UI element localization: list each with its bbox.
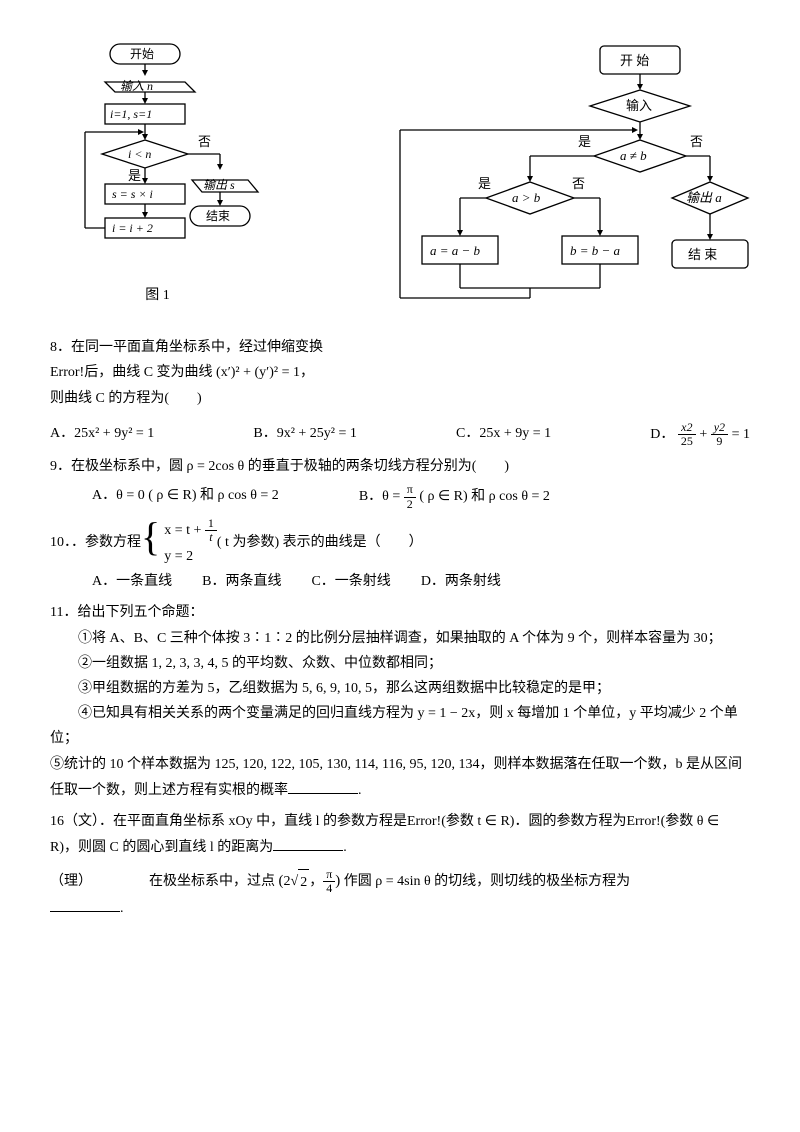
- svg-text:i = i + 2: i = i + 2: [112, 221, 153, 235]
- q8-line1: 8．在同一平面直角坐标系中，经过伸缩变换: [50, 335, 750, 360]
- q9-b-pre: B．θ =: [359, 489, 400, 504]
- q8-d-den2: 9: [711, 435, 728, 448]
- svg-text:否: 否: [198, 134, 211, 149]
- svg-text:i=1, s=1: i=1, s=1: [110, 107, 152, 121]
- fc1-start-text: 开始: [130, 47, 154, 61]
- q16li-frac: π4: [323, 868, 335, 895]
- figure-row: 开始 输入 n i=1, s=1 i < n 否 是 输出 s: [50, 40, 750, 329]
- svg-text:a > b: a > b: [512, 190, 541, 205]
- q9-b-den: 2: [404, 498, 416, 511]
- q8-d-frac1: x225: [678, 421, 696, 448]
- q10-options: A．一条直线 B．两条直线 C．一条射线 D．两条射线: [50, 569, 750, 594]
- q9-b-post: ( ρ ∈ R) 和 ρ cos θ = 2: [419, 489, 550, 504]
- svg-text:i < n: i < n: [128, 147, 151, 161]
- q11-p4: ④已知具有相关关系的两个变量满足的回归直线方程为 y = 1 − 2x，则 x …: [50, 701, 750, 751]
- question-16-li: （理） 在极坐标系中，过点 (2√2，π4) 作圆 ρ = 4sin θ 的切线…: [50, 868, 750, 921]
- svg-text:结 束: 结 束: [688, 247, 717, 262]
- q16li-pt-den: 4: [323, 882, 335, 895]
- q10-frac-num: 1: [205, 517, 217, 531]
- q8-d-num1: x2: [678, 421, 696, 435]
- q16li-label: （理）: [50, 874, 92, 889]
- svg-text:a = a − b: a = a − b: [430, 243, 481, 258]
- flowchart-left-container: 开始 输入 n i=1, s=1 i < n 否 是 输出 s: [50, 40, 265, 308]
- q8-opt-c: C．25x + 9y = 1: [456, 421, 551, 448]
- q10-sys-line2: y = 2: [164, 544, 217, 569]
- q11-blank: [288, 777, 358, 794]
- svg-text:输入 n: 输入 n: [120, 79, 153, 93]
- q9-stem: 9．在极坐标系中，圆 ρ = 2cos θ 的垂直于极轴的两条切线方程分别为( …: [50, 454, 750, 479]
- q11-p3: ③甲组数据的方差为 5，乙组数据为 5, 6, 9, 10, 5，那么这两组数据…: [50, 676, 750, 701]
- q8-line2: Error!后，曲线 C 变为曲线 (x′)² + (y′)² = 1，: [50, 360, 750, 385]
- q16li-pt-pre: 2: [284, 874, 291, 889]
- q11-p1: ①将 A、B、C 三种个体按 3∶1∶2 的比例分层抽样调查，如果抽取的 A 个…: [50, 626, 750, 651]
- q11-p5-b: .: [358, 783, 362, 798]
- q10-opt-d: D．两条射线: [421, 569, 501, 594]
- q16li-c: .: [120, 901, 124, 916]
- q16li-pt-num: π: [323, 868, 335, 882]
- q10-opt-c: C．一条射线: [311, 569, 390, 594]
- q9-opt-a: A．θ = 0 ( ρ ∈ R) 和 ρ cos θ = 2: [92, 483, 279, 510]
- svg-text:s = s × i: s = s × i: [112, 187, 153, 201]
- q9-opt-b: B．θ = π2 ( ρ ∈ R) 和 ρ cos θ = 2: [359, 483, 550, 510]
- q10-pre: 10．．参数方程: [50, 530, 141, 555]
- svg-text:结束: 结束: [206, 209, 230, 223]
- svg-text:是: 是: [128, 168, 141, 183]
- q8-d-frac2: y29: [711, 421, 728, 448]
- q9-b-num: π: [404, 483, 416, 497]
- q10-opt-a: A．一条直线: [92, 569, 172, 594]
- q8-line3: 则曲线 C 的方程为( ): [50, 386, 750, 411]
- q11-p5-a: ⑤统计的 10 个样本数据为 125, 120, 122, 105, 130, …: [50, 757, 742, 798]
- q10-opt-b: B．两条直线: [202, 569, 281, 594]
- flowchart-right: 开 始 输入 a ≠ b 是 否 输出 a 结 束 a > b 是 否: [390, 40, 750, 329]
- svg-text:b = b − a: b = b − a: [570, 243, 621, 258]
- q9-options: A．θ = 0 ( ρ ∈ R) 和 ρ cos θ = 2 B．θ = π2 …: [50, 483, 750, 510]
- svg-text:是: 是: [478, 176, 491, 191]
- q10-l1-right: ( t 为参数) 表示的曲线是（ ）: [217, 530, 423, 555]
- svg-text:输入: 输入: [626, 98, 652, 113]
- q16li-comma: ，: [309, 874, 323, 889]
- q16li-root: 2: [298, 869, 309, 895]
- question-8: 8．在同一平面直角坐标系中，经过伸缩变换 Error!后，曲线 C 变为曲线 (…: [50, 335, 750, 448]
- q8-options: A．25x² + 9y² = 1 B．9x² + 25y² = 1 C．25x …: [50, 421, 750, 448]
- q10-system: { x = t + 1t y = 2: [141, 517, 217, 570]
- q8-d-num2: y2: [711, 421, 728, 435]
- figure-1-caption: 图 1: [50, 283, 265, 308]
- svg-text:a ≠ b: a ≠ b: [620, 148, 647, 163]
- q16wen-b: .: [343, 840, 347, 855]
- q16li-stem-b: 作圆 ρ = 4sin θ 的切线，则切线的极坐标方程为: [344, 874, 630, 889]
- question-10: 10．．参数方程 { x = t + 1t y = 2 ( t 为参数) 表示的…: [50, 517, 750, 595]
- q10-frac: 1t: [205, 517, 217, 544]
- svg-text:否: 否: [572, 176, 585, 191]
- question-16-wen: 16（文）．在平面直角坐标系 xOy 中，直线 l 的参数方程是Error!(参…: [50, 809, 750, 860]
- q8-opt-a: A．25x² + 9y² = 1: [50, 421, 154, 448]
- q11-stem: 11．给出下列五个命题：: [50, 600, 750, 625]
- q16li-stem-a: 在极坐标系中，过点: [149, 874, 275, 889]
- q8-opt-b: B．9x² + 25y² = 1: [253, 421, 357, 448]
- svg-text:开 始: 开 始: [620, 53, 649, 68]
- q8-d-pre: D．: [650, 427, 674, 442]
- svg-text:输出 a: 输出 a: [686, 190, 722, 205]
- flowchart-right-svg: 开 始 输入 a ≠ b 是 否 输出 a 结 束 a > b 是 否: [390, 40, 750, 320]
- brace-icon: {: [141, 517, 160, 570]
- flowchart-left: 开始 输入 n i=1, s=1 i < n 否 是 输出 s: [50, 40, 265, 279]
- q16wen-a: 16（文）．在平面直角坐标系 xOy 中，直线 l 的参数方程是Error!(参…: [50, 814, 719, 855]
- flowchart-left-svg: 开始 输入 n i=1, s=1 i < n 否 是 输出 s: [50, 40, 265, 270]
- q10-l1-left: x = t +: [164, 523, 201, 538]
- q10-frac-den: t: [205, 531, 217, 544]
- q16wen-blank: [273, 834, 343, 851]
- q11-p2: ②一组数据 1, 2, 3, 3, 4, 5 的平均数、众数、中位数都相同；: [50, 651, 750, 676]
- question-9: 9．在极坐标系中，圆 ρ = 2cos θ 的垂直于极轴的两条切线方程分别为( …: [50, 454, 750, 511]
- question-11: 11．给出下列五个命题： ①将 A、B、C 三种个体按 3∶1∶2 的比例分层抽…: [50, 600, 750, 802]
- sqrt-icon: √2: [291, 869, 310, 895]
- svg-text:否: 否: [690, 134, 703, 149]
- q9-b-frac: π2: [404, 483, 416, 510]
- q11-p5: ⑤统计的 10 个样本数据为 125, 120, 122, 105, 130, …: [50, 752, 750, 803]
- q16li-blank: [50, 895, 120, 912]
- q8-d-den1: 25: [678, 435, 696, 448]
- q10-sys-line1: x = t + 1t: [164, 517, 217, 544]
- svg-text:是: 是: [578, 134, 591, 149]
- q8-opt-d: D． x225 + y29 = 1: [650, 421, 750, 448]
- q8-d-eq: = 1: [732, 427, 750, 442]
- svg-text:输出 s: 输出 s: [203, 178, 235, 192]
